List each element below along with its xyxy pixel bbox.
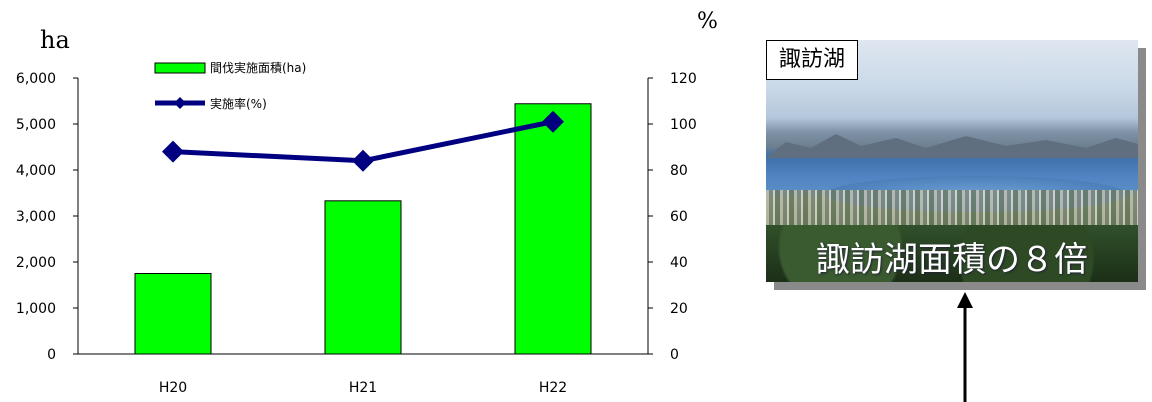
y-left-tick-label: 6,000 bbox=[16, 71, 56, 87]
y-right-tick-label: 60 bbox=[670, 209, 688, 225]
legend-marker bbox=[174, 97, 186, 109]
y-left-tick-label: 3,000 bbox=[16, 209, 56, 225]
y-left-tick-label: 5,000 bbox=[16, 117, 56, 133]
lake-suwa-image: 諏訪湖 諏訪湖面積の８倍 bbox=[766, 40, 1138, 282]
y-right-tick-label: 20 bbox=[670, 301, 688, 317]
plot-area: 0 1,000 2,000 3,000 4,000 5,000 6,000 0 20 40 60 80… bbox=[16, 71, 697, 396]
mountain-silhouette bbox=[766, 134, 1138, 158]
legend-swatch-bar bbox=[154, 62, 206, 74]
bar bbox=[134, 273, 212, 355]
y-right-tick-label: 80 bbox=[670, 163, 688, 179]
rate-marker bbox=[542, 110, 564, 133]
legend: 間伐実施面積(ha) 実施率(%) bbox=[154, 60, 306, 111]
legend-label-bar: 間伐実施面積(ha) bbox=[210, 60, 306, 75]
y-right-tick-label: 0 bbox=[670, 347, 679, 363]
x-tick-label: H20 bbox=[159, 380, 187, 396]
y-right-tick-label: 120 bbox=[670, 71, 697, 87]
y-right-tick-label: 100 bbox=[670, 117, 697, 133]
left-unit-label: ha bbox=[40, 26, 70, 54]
up-arrow-icon bbox=[957, 292, 973, 402]
x-tick-label: H22 bbox=[539, 380, 567, 396]
bar bbox=[514, 103, 592, 355]
y-left-tick-label: 1,000 bbox=[16, 301, 56, 317]
y-left-tick-label: 2,000 bbox=[16, 255, 56, 271]
lake-photo: 諏訪湖 諏訪湖面積の８倍 bbox=[766, 40, 1146, 290]
y-right-tick-label: 40 bbox=[670, 255, 688, 271]
x-tick-label: H21 bbox=[349, 380, 377, 396]
photo-label: 諏訪湖 bbox=[766, 40, 859, 80]
rate-marker bbox=[162, 140, 184, 163]
y-left-tick-label: 0 bbox=[47, 347, 56, 363]
right-unit-label: % bbox=[697, 9, 718, 34]
city-shore bbox=[766, 190, 1138, 230]
photo-caption: 諏訪湖面積の８倍 bbox=[816, 240, 1088, 280]
rate-marker bbox=[352, 149, 374, 172]
combo-chart: ha % 0 1,000 2,000 3,000 4,000 5,000 6,000 0 20 4… bbox=[16, 9, 718, 396]
bar bbox=[324, 200, 402, 355]
y-left-tick-label: 4,000 bbox=[16, 163, 56, 179]
legend-label-line: 実施率(%) bbox=[210, 96, 267, 111]
forest-foreground bbox=[766, 225, 1138, 282]
